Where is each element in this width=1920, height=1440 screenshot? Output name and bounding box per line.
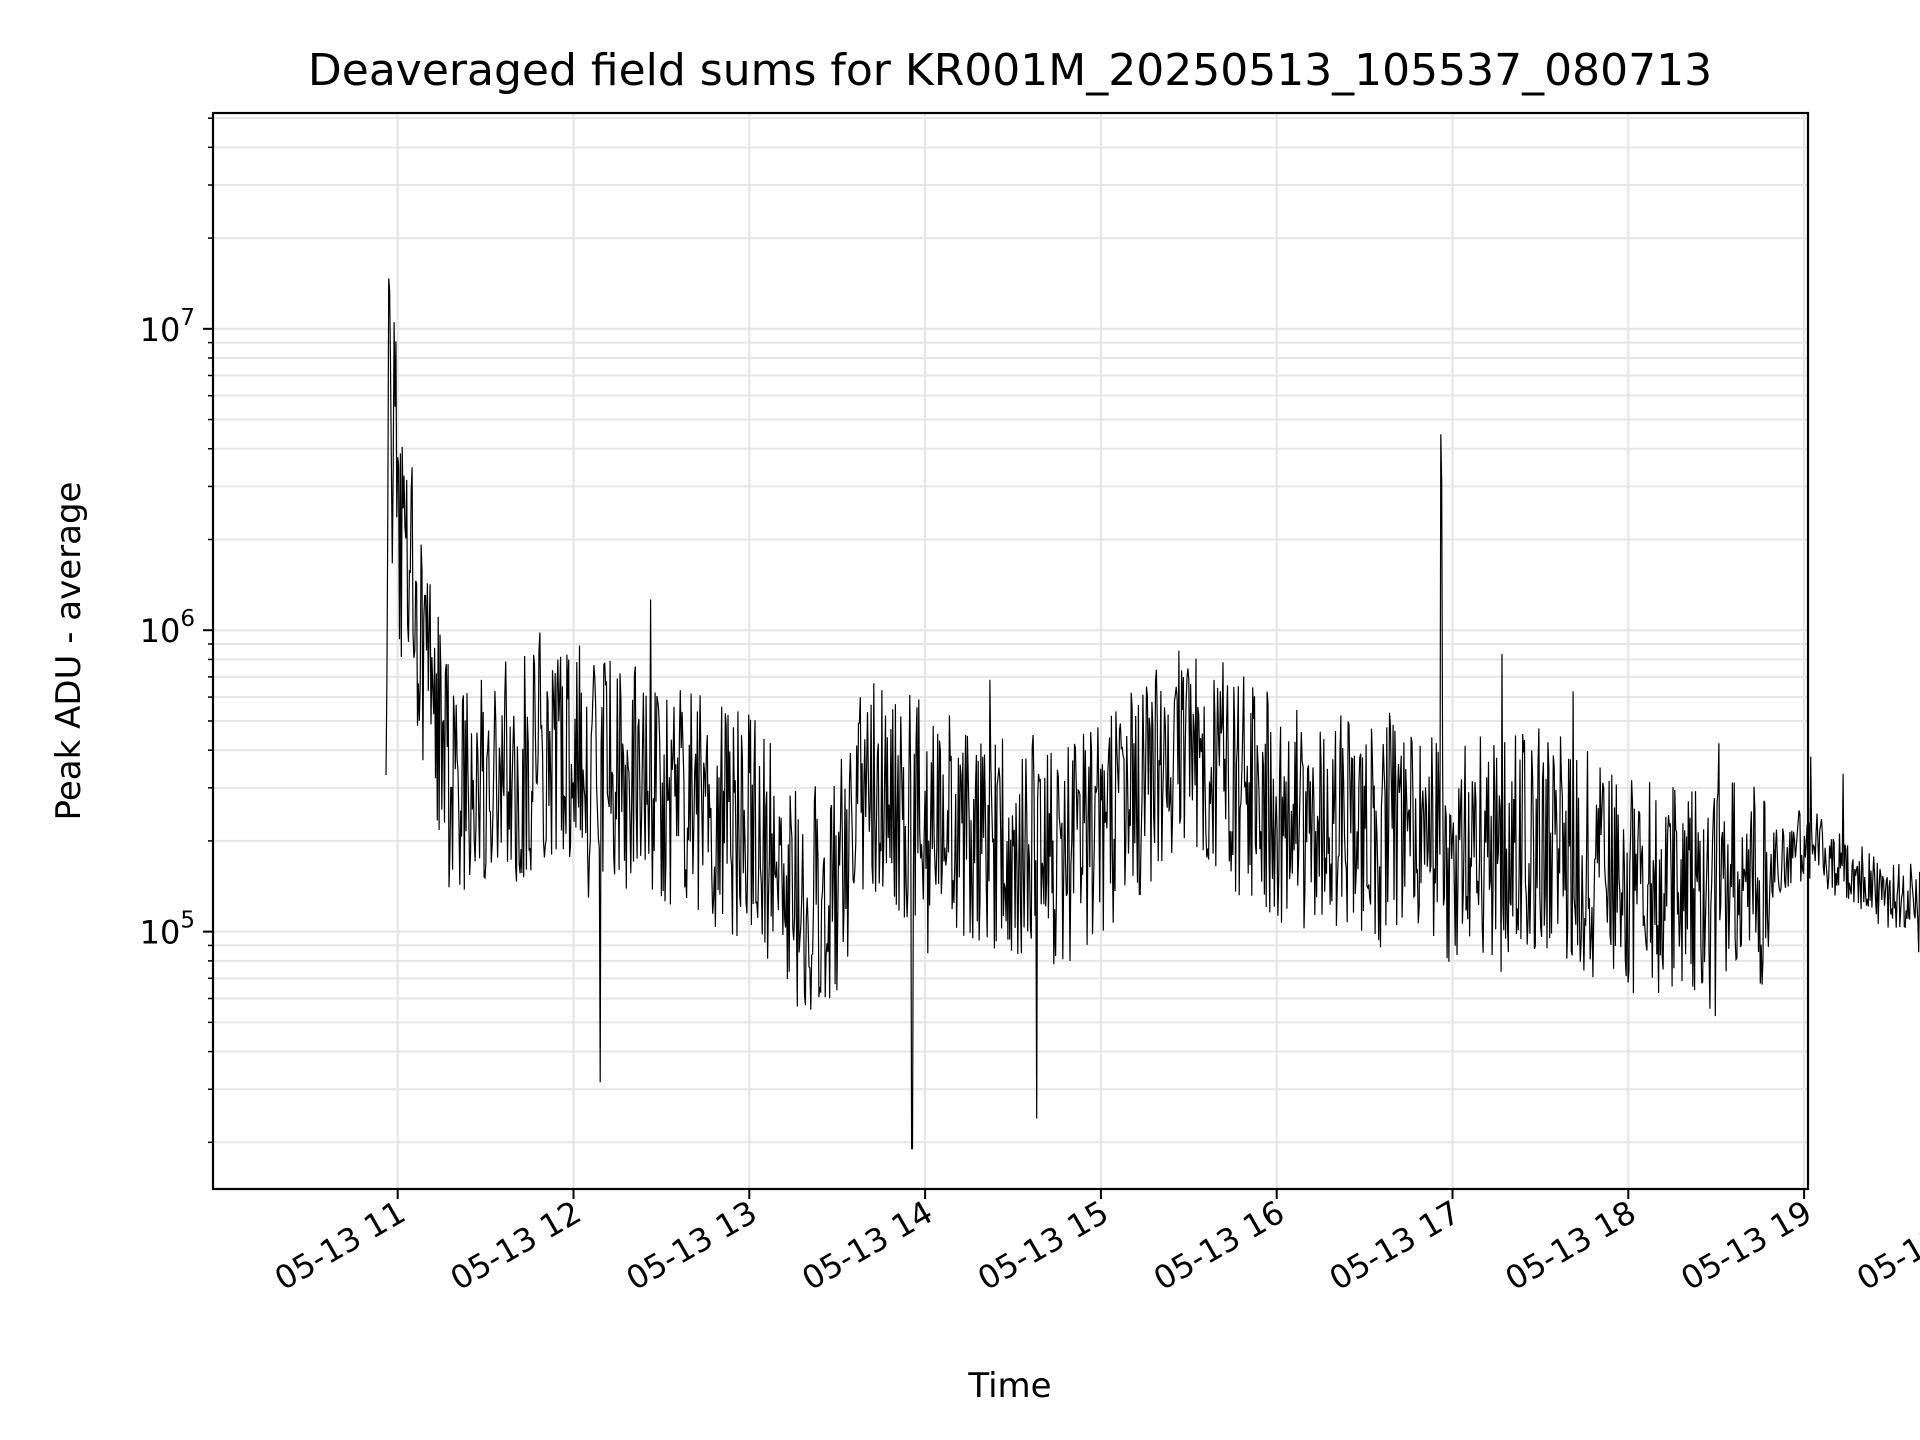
chart-title: Deaveraged field sums for KR001M_2025051…	[308, 45, 1712, 96]
y-axis-title: Peak ADU - average	[49, 482, 89, 821]
plot-frame	[211, 111, 1810, 1191]
y-tick-label: 106	[140, 606, 195, 650]
trace-group	[385, 278, 1920, 1150]
y-tick-label: 107	[140, 305, 195, 349]
x-axis-title: Time	[967, 1366, 1051, 1406]
y-axis: 105 106 107	[140, 117, 213, 1144]
data-line	[385, 278, 1920, 1150]
y-tick-label: 105	[140, 908, 195, 952]
